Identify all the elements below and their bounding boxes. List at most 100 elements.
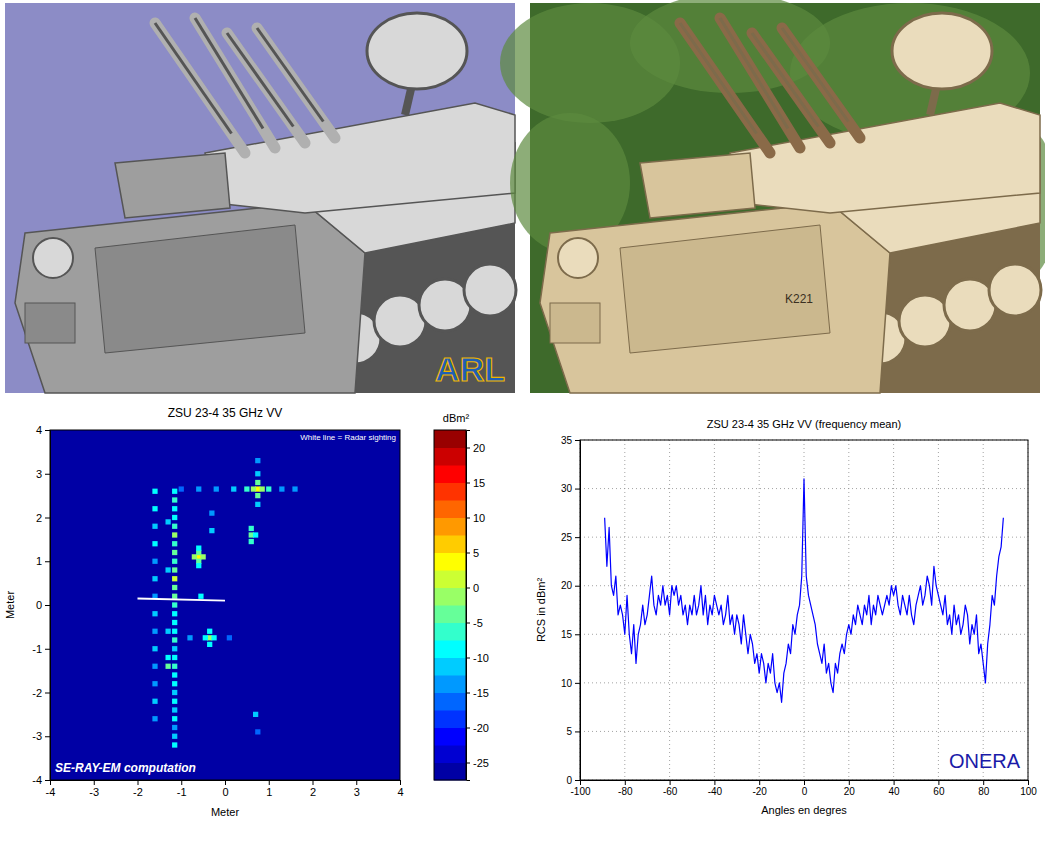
colorbar-band <box>434 640 466 658</box>
colorbar-frame <box>434 430 466 780</box>
cell <box>292 486 297 491</box>
tick: 4 <box>36 424 50 436</box>
tick-label: 3 <box>36 468 42 480</box>
cell <box>172 602 177 607</box>
tick-mark <box>804 780 805 785</box>
cell <box>172 497 177 502</box>
gun-barrel <box>257 28 335 138</box>
tick: 10 <box>466 512 485 524</box>
tick-label: 80 <box>978 786 990 797</box>
tick-mark <box>466 518 470 519</box>
tick: -2 <box>133 780 143 798</box>
cell <box>152 699 157 704</box>
cell <box>253 532 258 537</box>
colorbar-band <box>434 535 466 553</box>
tick-mark <box>466 763 470 764</box>
tick: 35 <box>561 435 580 446</box>
plot-frame <box>50 430 400 780</box>
cell <box>209 511 214 516</box>
gun-barrel-shade <box>752 33 818 127</box>
headlight <box>558 238 598 278</box>
tick-label: 10 <box>561 678 573 689</box>
tick-label: -20 <box>752 786 767 797</box>
tick-label: -100 <box>570 786 590 797</box>
tick-mark <box>575 634 580 635</box>
tick-mark <box>466 588 470 589</box>
cell <box>172 489 177 494</box>
tick-label: 25 <box>561 532 573 543</box>
colorbar-band <box>434 588 466 606</box>
gun-barrel-shade <box>155 23 232 134</box>
cell <box>172 734 177 739</box>
axis-line <box>467 431 471 781</box>
colorbar-band <box>434 623 466 641</box>
gun-barrel-shade <box>227 33 293 127</box>
tick: 15 <box>466 477 485 489</box>
grid-line <box>580 682 1028 683</box>
cell <box>255 729 260 734</box>
tick: -2 <box>32 687 50 699</box>
tick-mark <box>400 780 401 785</box>
cell <box>172 515 177 520</box>
tick-mark <box>894 780 895 785</box>
tick: -3 <box>89 780 99 798</box>
tick-mark <box>45 430 50 431</box>
tick-mark <box>94 780 95 785</box>
tick-mark <box>45 649 50 650</box>
axis: 05101520253035 <box>561 435 581 786</box>
tick-label: 1 <box>36 555 42 567</box>
colorbar-band <box>434 728 466 746</box>
tick-label: 30 <box>561 483 573 494</box>
radar-line <box>138 598 226 600</box>
tick: -100 <box>570 780 590 797</box>
tick-label: 3 <box>354 786 360 798</box>
cell <box>172 655 177 660</box>
tick-mark <box>466 553 470 554</box>
grid-line <box>759 440 760 780</box>
tick-label: -3 <box>89 786 99 798</box>
cell <box>172 690 177 695</box>
cell <box>172 681 177 686</box>
tick-mark <box>45 561 50 562</box>
tick-mark <box>45 780 50 781</box>
cell <box>231 486 236 491</box>
tick-mark <box>575 731 580 732</box>
tick-label: 4 <box>36 424 42 436</box>
tick-label: 20 <box>844 786 856 797</box>
tick: 0 <box>36 599 50 611</box>
annotation: ONERA <box>949 750 1021 772</box>
cell <box>255 458 260 463</box>
tick-mark <box>45 736 50 737</box>
cell <box>251 486 256 491</box>
colorbar-band <box>434 658 466 676</box>
cell <box>255 480 260 485</box>
tick-label: 20 <box>561 580 573 591</box>
cell <box>152 629 157 634</box>
cell <box>152 541 157 546</box>
cell <box>152 489 157 494</box>
tick-mark <box>466 483 470 484</box>
grid-line <box>624 440 625 780</box>
colorbar-band <box>434 500 466 518</box>
axis-line <box>575 441 581 781</box>
cell <box>207 642 212 647</box>
series-line <box>605 479 1004 702</box>
cell <box>196 546 201 551</box>
chart-title: ZSU 23-4 35 GHz VV (frequency mean) <box>707 418 901 430</box>
cell <box>172 664 177 669</box>
tick-label: -60 <box>663 786 678 797</box>
tick-mark <box>938 780 939 785</box>
cell <box>152 576 157 581</box>
cell <box>172 550 177 555</box>
colorbar-band <box>434 448 466 466</box>
grid-line <box>848 440 849 780</box>
tick-mark <box>575 683 580 684</box>
cell <box>214 486 219 491</box>
colorbar-band <box>434 710 466 728</box>
colorbar-band <box>434 745 466 763</box>
axis-title: RCS in dBm² <box>535 578 547 643</box>
road-wheel <box>989 264 1041 316</box>
tick-mark <box>983 780 984 785</box>
axis-line <box>581 781 1029 786</box>
cell <box>152 611 157 616</box>
